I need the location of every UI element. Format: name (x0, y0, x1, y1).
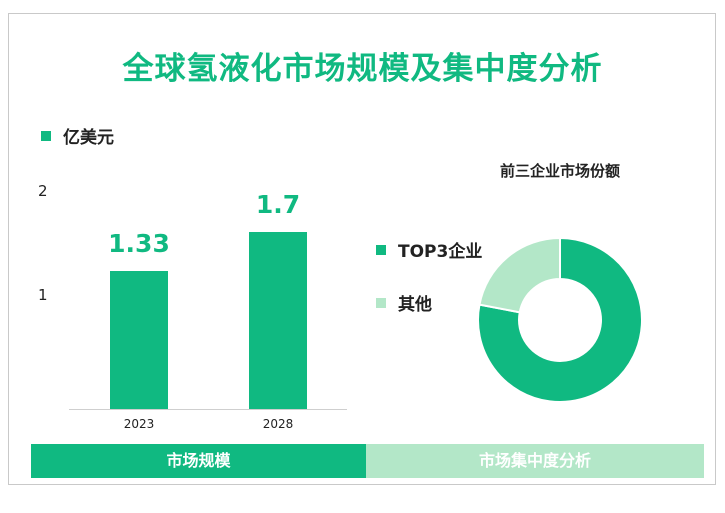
donut-chart (477, 236, 643, 403)
bar-legend: 亿美元 (41, 123, 114, 148)
bar-label-2028: 1.7 (255, 190, 301, 220)
bar-label-2023: 1.33 (108, 228, 170, 258)
donut-slice-other (478, 236, 561, 314)
donut-slice-top3 (477, 236, 643, 403)
pie-legend-label-other: 其他 (398, 295, 432, 315)
x-tick-2023: 2023 (123, 417, 155, 431)
x-tick-2028: 2028 (262, 417, 294, 431)
bar-2023 (110, 270, 168, 409)
x-axis-line (69, 409, 347, 410)
pie-legend-label-top3: TOP3企业 (398, 242, 483, 262)
pie-legend-swatch-top3 (376, 245, 386, 255)
y-tick-1: 1 (38, 286, 48, 304)
bar-2028 (249, 232, 307, 409)
page-title: 全球氢液化市场规模及集中度分析 (122, 51, 603, 87)
y-tick-2: 2 (38, 182, 48, 200)
pie-title: 前三企业市场份额 (499, 162, 620, 180)
tab-market-concentration[interactable]: 市场集中度分析 (366, 444, 704, 478)
bar-legend-label: 亿美元 (63, 128, 114, 148)
pie-legend-other: 其他 (376, 290, 432, 315)
pie-legend-swatch-other (376, 298, 386, 308)
bar-legend-swatch (41, 131, 51, 141)
pie-legend-top3: TOP3企业 (376, 237, 482, 262)
tab-market-size[interactable]: 市场规模 (31, 444, 366, 478)
